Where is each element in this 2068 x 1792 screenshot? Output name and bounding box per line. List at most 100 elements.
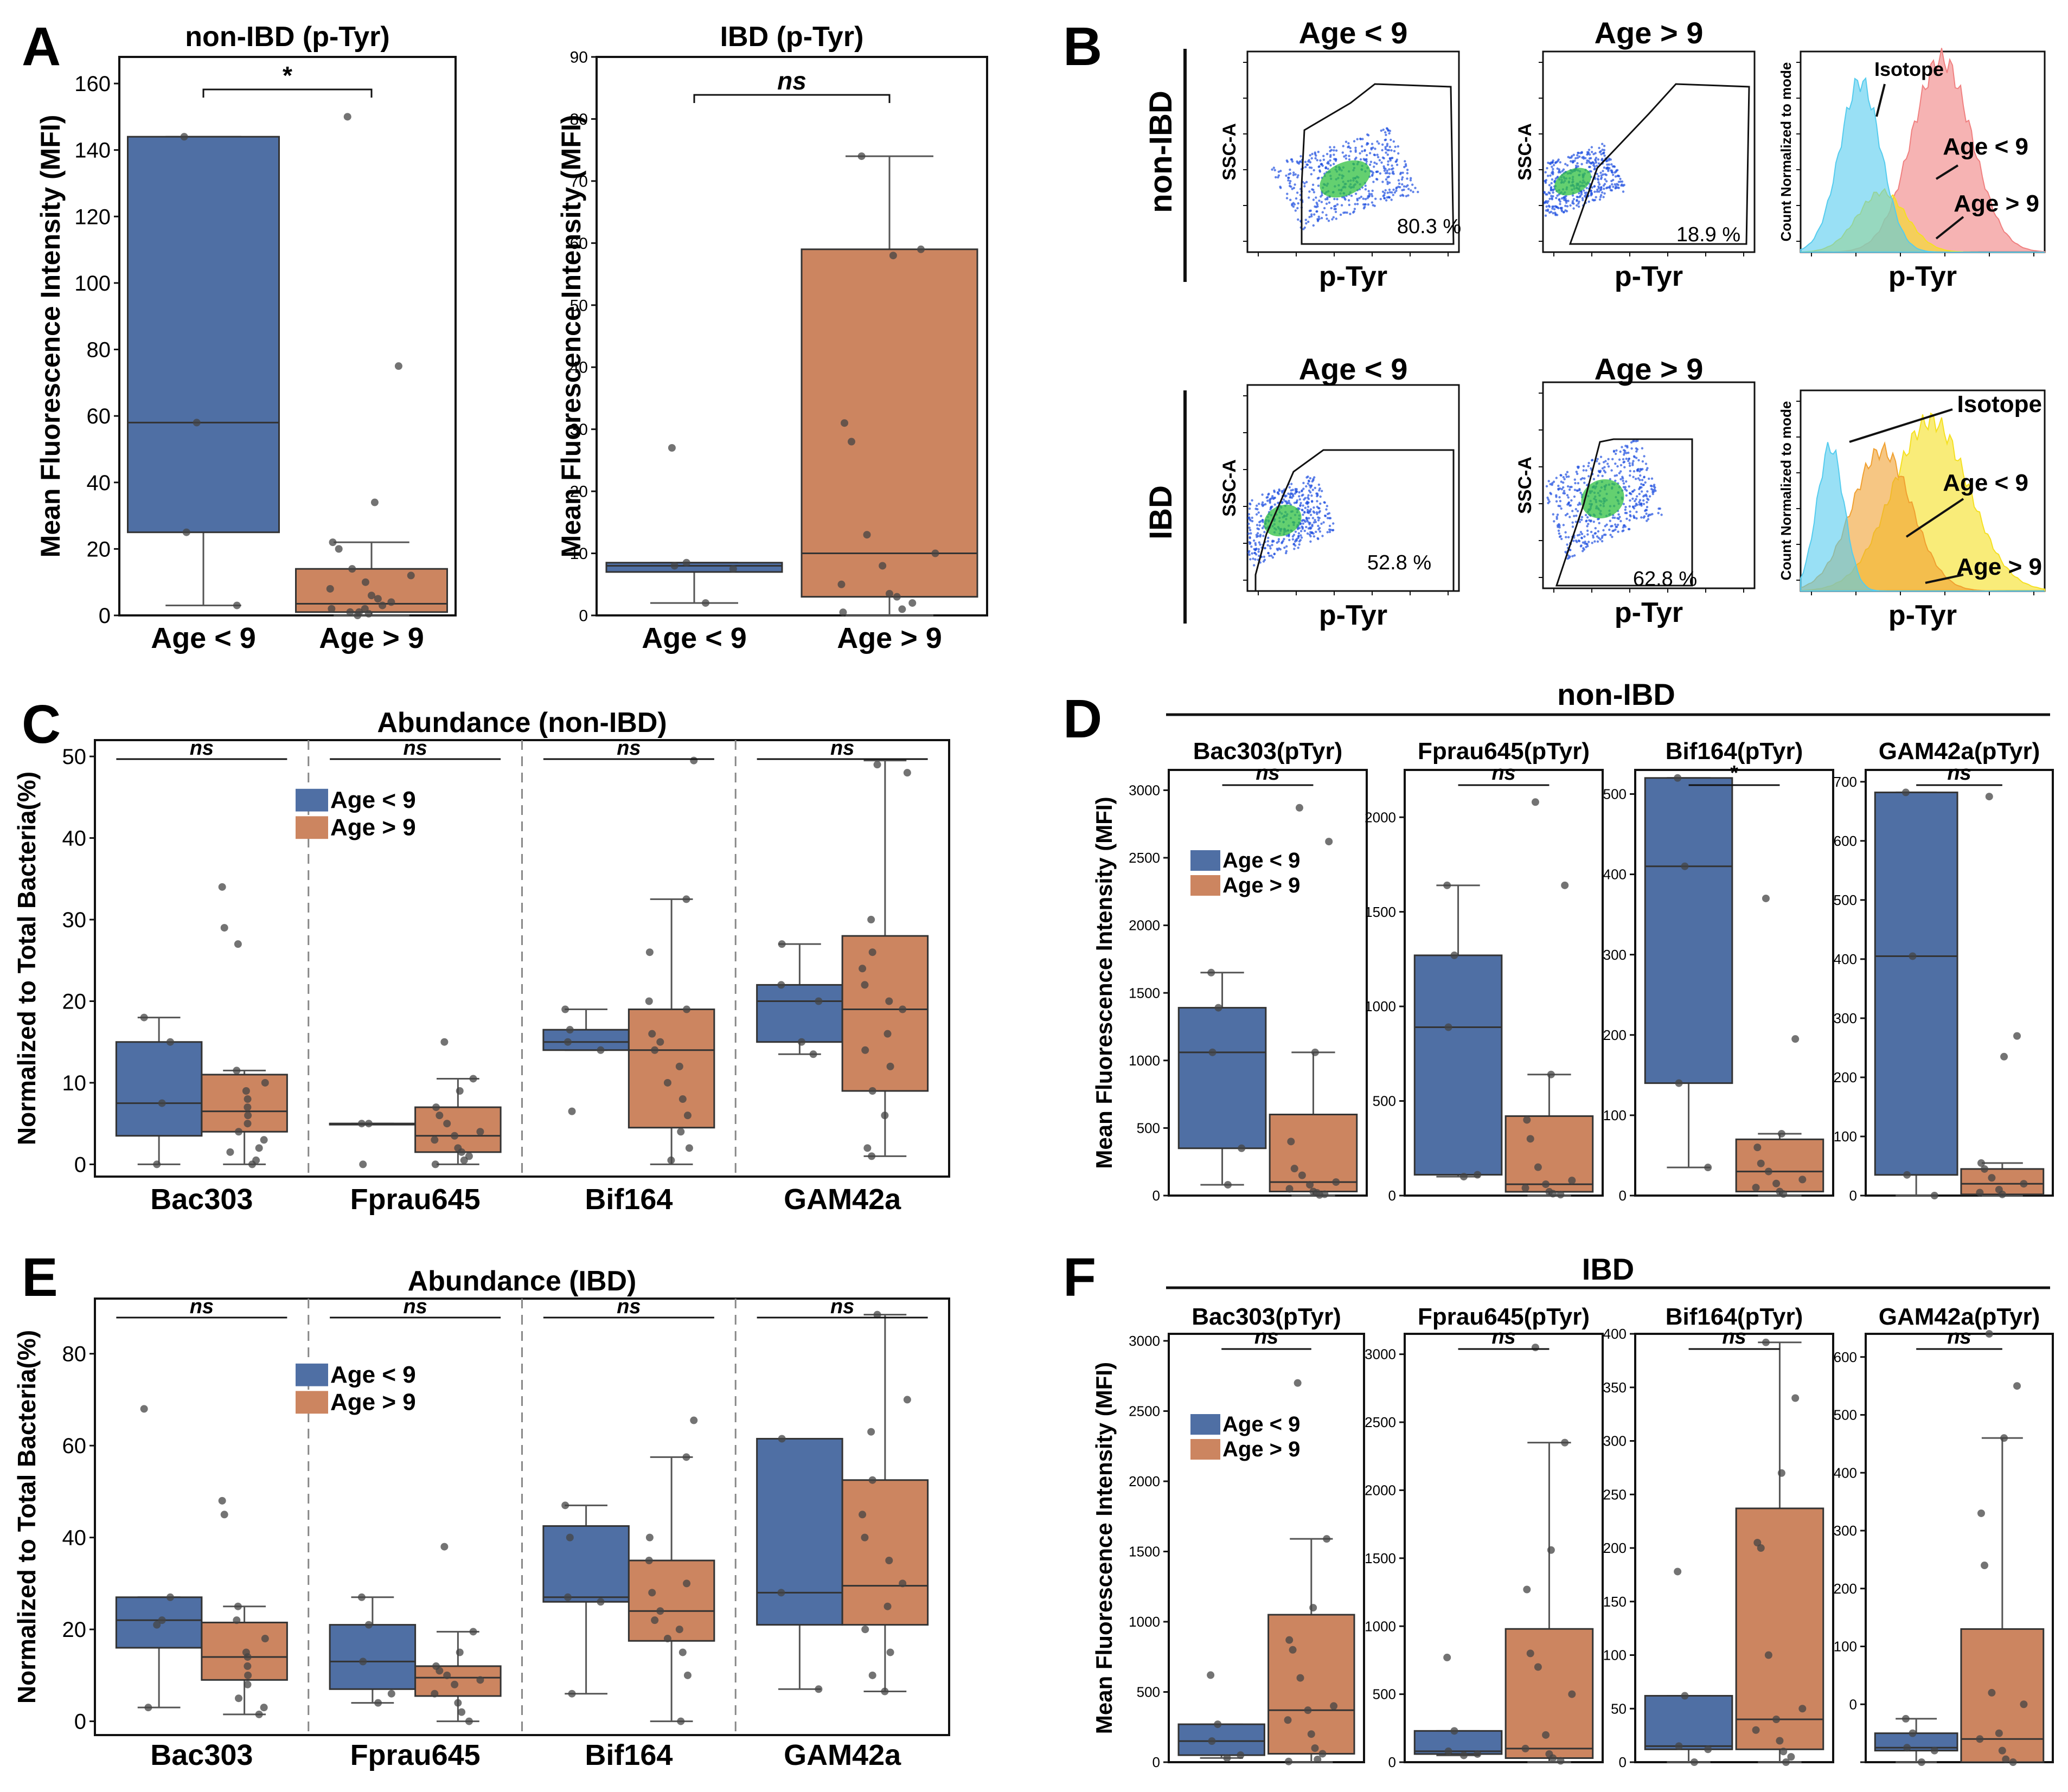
C-g1-box-0-point xyxy=(359,1160,367,1168)
flow-r1-c0-event-dot xyxy=(1308,517,1310,519)
flow-r1-c0-event-dot xyxy=(1256,508,1259,511)
flow-r0-c1-event-dot xyxy=(1603,144,1606,147)
flow-r0-c0-event-dot xyxy=(1288,173,1290,176)
F1-ytick-label: 1000 xyxy=(1129,1614,1160,1630)
D2-ytick-label: 1000 xyxy=(1365,998,1396,1014)
flow-r0-c0-event-dot xyxy=(1329,159,1331,162)
flow-r1-c1-event-dot xyxy=(1640,503,1643,506)
flow-r0-c1-ylabel: SSC-A xyxy=(1515,123,1535,181)
flow-r1-c0-event-dot xyxy=(1278,488,1281,491)
E-g1-box-1-point xyxy=(431,1690,439,1698)
flow-r0-c0-event-dot xyxy=(1356,203,1359,205)
D2-ytick-label: 1500 xyxy=(1365,904,1396,920)
flow-r1-c1-event-dot xyxy=(1566,512,1569,515)
flow-r0-c0-event-dot xyxy=(1371,170,1373,173)
D1-legend-label: Age > 9 xyxy=(1222,873,1300,897)
D3-box-1-point xyxy=(1772,1179,1781,1187)
flow-r1-c0-event-dot xyxy=(1285,502,1288,505)
flow-r1-c1-event-dot xyxy=(1592,536,1595,539)
flow-r1-c1-event-dot xyxy=(1614,452,1617,455)
flow-r0-c0-event-dot xyxy=(1307,160,1310,163)
flow-r1-c0-event-dot xyxy=(1255,513,1258,516)
flow-r0-c0-event-dot xyxy=(1356,199,1359,202)
flow-r1-c1-event-dot xyxy=(1606,463,1609,465)
flow-r1-c0-event-dot xyxy=(1316,500,1318,503)
flow-r0-c0-event-dot xyxy=(1374,147,1376,150)
C-sig-label: ns xyxy=(617,737,641,760)
flow-r1-c1-event-dot xyxy=(1555,494,1558,497)
flow-r1-c0-event-dot xyxy=(1299,538,1302,542)
flow-r0-c1-event-dot xyxy=(1572,153,1575,156)
C-g3-box-0-point xyxy=(778,940,786,948)
flow-r0-c0-event-dot xyxy=(1401,171,1404,174)
flow-r1-c1-event-dot xyxy=(1555,477,1558,479)
flow-r0-c0-event-dot xyxy=(1322,155,1325,157)
D3-box-1-point xyxy=(1779,1190,1788,1198)
flow-r1-c1-event-dot xyxy=(1598,463,1600,465)
flow-r0-c0-event-dot xyxy=(1364,188,1367,191)
F1-ytick-label: 3000 xyxy=(1129,1333,1160,1349)
chart-layer: non-IBD (p-Tyr)020406080100120140160Age … xyxy=(12,21,2054,1771)
flow-r1-c1-event-dot xyxy=(1587,541,1590,543)
flow-r0-c0-event-dot xyxy=(1384,147,1387,150)
flow-r0-c1-event-dot xyxy=(1597,162,1600,165)
flow-r1-c0-title: Age < 9 xyxy=(1299,352,1408,386)
flow-r0-c0-event-dot xyxy=(1382,195,1385,197)
C-g1-box-1-point xyxy=(440,1038,449,1046)
chart-a1: non-IBD (p-Tyr)020406080100120140160Age … xyxy=(35,21,457,654)
flow-r0-c0-event-dot xyxy=(1321,211,1324,214)
A1-box-1-point xyxy=(364,609,373,618)
flow-r1-c1-event-dot xyxy=(1619,464,1623,467)
flow-r1-c1-event-dot xyxy=(1642,484,1644,486)
flow-r0-c0-event-dot xyxy=(1399,171,1403,174)
flow-r0-c1-event-dot xyxy=(1556,167,1559,170)
flow-r0-c0-event-dot xyxy=(1401,183,1404,186)
C-sig-label: ns xyxy=(190,737,214,760)
flow-r1-c0-event-dot xyxy=(1332,522,1335,525)
flow-r1-c1-event-dot xyxy=(1642,495,1645,498)
flow-r1-c0-event-dot xyxy=(1306,511,1309,514)
flow-r0-c0-event-dot xyxy=(1285,174,1288,177)
F4-box-1-point xyxy=(2013,1382,2021,1390)
A1-ytick-label: 60 xyxy=(87,404,111,428)
flow-r1-c1-event-dot xyxy=(1575,515,1578,517)
panel-letter-a: A xyxy=(22,16,61,77)
A1-box-1-box xyxy=(295,568,448,613)
flow-r1-c0-event-dot xyxy=(1301,489,1303,492)
flow-r1-c1-event-dot xyxy=(1646,468,1648,471)
flow-r0-c0-event-dot xyxy=(1344,154,1347,157)
flow-r1-c1-event-dot xyxy=(1564,514,1567,517)
flow-r0-c1-event-dot xyxy=(1544,202,1546,204)
flow-r1-c1-event-dot xyxy=(1547,480,1550,483)
flow-r1-c0-event-dot xyxy=(1288,538,1291,542)
flow-r0-c0-event-dot xyxy=(1369,160,1373,163)
flow-r0-c0-event-dot xyxy=(1378,159,1381,162)
flow-r1-c0-event-dot xyxy=(1302,519,1304,522)
flow-r1-c1-event-dot xyxy=(1623,466,1626,468)
A1-ytick-label: 40 xyxy=(87,471,111,495)
flow-r1-c0-event-dot xyxy=(1251,520,1254,523)
flow-r0-c0-event-dot xyxy=(1317,184,1320,187)
D2-ytick-label: 500 xyxy=(1373,1093,1396,1109)
flow-r0-c0-event-dot xyxy=(1303,185,1306,188)
A1-box-1-point xyxy=(394,362,402,370)
flow-r1-c1-event-dot xyxy=(1578,539,1581,543)
C-g1-box-1-point xyxy=(456,1087,464,1095)
flow-r1-c1-gate-percent: 62.8 % xyxy=(1633,568,1697,590)
flow-r1-c1-event-dot xyxy=(1629,474,1631,477)
flow-r0-c1-event-dot xyxy=(1559,200,1561,203)
flow-r1-c0-event-dot xyxy=(1258,541,1260,544)
flow-r1-c1-event-dot xyxy=(1565,476,1568,478)
flow-r1-c0-event-dot xyxy=(1257,548,1260,551)
flow-r0-c1-event-dot xyxy=(1555,214,1559,216)
A1-box-1-point xyxy=(348,565,356,573)
flow-r0-c1-event-dot xyxy=(1577,205,1580,208)
D4-box-1-point xyxy=(2020,1180,2028,1188)
flow-r0-c1-event-dot xyxy=(1547,191,1550,194)
flow-r1-c1-event-dot xyxy=(1567,554,1570,557)
F4-box-0-point xyxy=(1903,1744,1911,1752)
F1-box-1-point xyxy=(1294,1379,1302,1387)
flow-r1-c1-event-dot xyxy=(1627,451,1630,454)
flow-r1-c1-event-dot xyxy=(1614,479,1617,482)
